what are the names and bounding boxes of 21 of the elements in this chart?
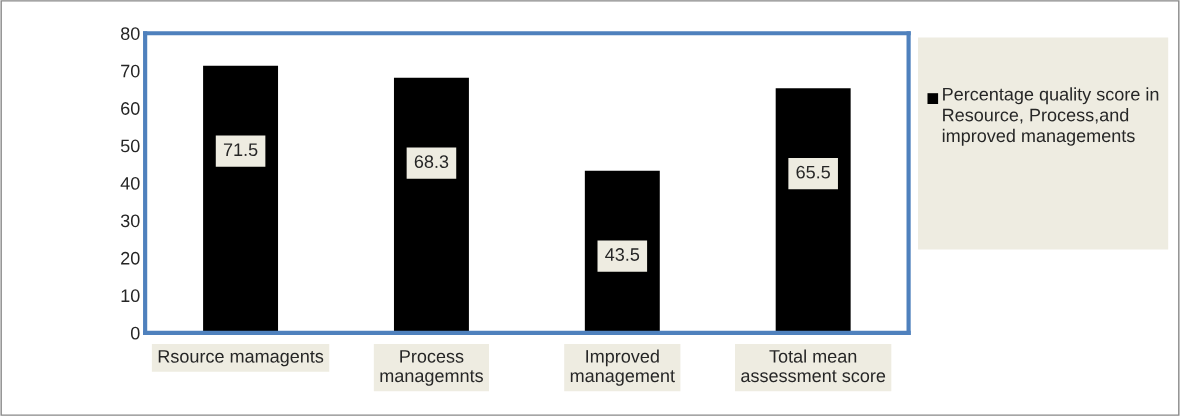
data-label: 65.5 (796, 165, 830, 179)
x-tick-label: Rsource mamagents (158, 350, 324, 367)
y-tick-label: 10 (121, 289, 140, 303)
y-tick-label: 60 (121, 102, 140, 115)
y-tick-label: 70 (121, 64, 140, 78)
data-label: 43.5 (605, 248, 640, 261)
data-label: 68.3 (414, 155, 449, 169)
x-tick-label: Process managemnts (380, 350, 483, 386)
y-tick-label: 20 (121, 251, 140, 265)
data-label: 71.5 (223, 143, 258, 157)
bar (201, 64, 280, 333)
bar (774, 86, 853, 333)
x-tick-label: Improved management (570, 349, 675, 386)
legend-label: Percentage quality score in Resource, Process,and improved managements (942, 87, 1159, 146)
y-tick-label: 80 (120, 27, 140, 40)
y-tick-label: 40 (120, 176, 140, 190)
y-tick-label: 30 (120, 214, 140, 228)
y-tick-label: 50 (120, 139, 140, 153)
x-tick-label: Total mean assessment score (741, 349, 886, 383)
y-tick-label: 0 (130, 326, 140, 340)
bar (392, 76, 471, 333)
